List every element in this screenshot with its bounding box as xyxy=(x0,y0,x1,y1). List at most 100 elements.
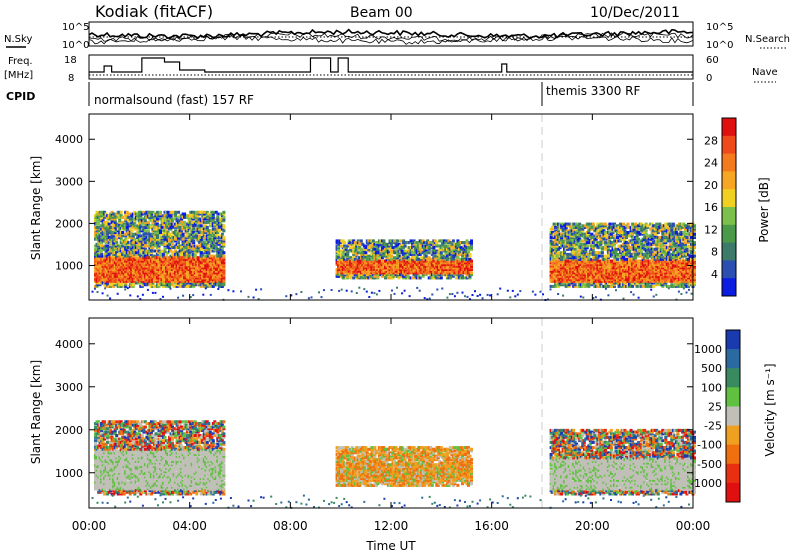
echo-cell xyxy=(187,254,191,258)
echo-cell xyxy=(154,215,158,219)
echo-cell xyxy=(210,244,214,248)
echo-cell xyxy=(140,219,144,223)
echo-cell xyxy=(207,252,211,256)
echo-cell xyxy=(453,266,457,270)
echo-cell xyxy=(103,276,107,280)
echo-cell xyxy=(459,271,463,275)
echo-cell xyxy=(456,239,460,243)
echo-cell xyxy=(166,244,170,248)
echo-cell xyxy=(171,283,174,287)
echo-cell xyxy=(171,224,174,228)
echo-cell xyxy=(157,246,161,250)
echo-cell xyxy=(352,268,356,271)
echo-cell xyxy=(148,276,152,280)
echo-cell xyxy=(143,244,147,248)
echo-cell xyxy=(465,239,469,243)
echo-cell xyxy=(414,264,418,268)
echo-cell xyxy=(101,244,105,248)
echo-cell xyxy=(190,225,194,229)
echo-cell xyxy=(211,219,215,223)
echo-cell xyxy=(121,215,125,219)
echo-cell xyxy=(377,261,381,265)
echo-cell xyxy=(112,222,116,226)
echo-cell xyxy=(171,264,174,268)
echo-cell xyxy=(341,256,345,260)
echo-cell xyxy=(421,274,425,278)
echo-cell xyxy=(358,246,362,250)
echo-cell xyxy=(106,251,110,255)
echo-cell xyxy=(178,232,182,236)
echo-cell xyxy=(361,242,365,246)
echo-cell xyxy=(162,257,165,261)
echo-cell xyxy=(190,229,194,233)
echo-cell xyxy=(198,249,202,253)
echo-cell xyxy=(146,251,150,255)
echo-cell xyxy=(189,257,193,261)
echo-cell xyxy=(388,256,392,260)
echo-cell xyxy=(364,246,368,250)
echo-cell xyxy=(347,269,351,273)
echo-cell xyxy=(163,244,167,248)
echo-cell xyxy=(213,237,217,241)
beam-title: Beam 00 xyxy=(350,5,413,21)
echo-cell xyxy=(367,247,371,251)
echo-cell xyxy=(470,264,473,268)
echo-cell xyxy=(134,256,138,260)
echo-cell xyxy=(205,246,209,250)
echo-cell xyxy=(183,264,187,268)
echo-cell xyxy=(154,231,158,234)
echo-cell xyxy=(211,227,215,231)
echo-cell xyxy=(368,274,372,278)
echo-cell xyxy=(183,220,187,224)
echo-cell xyxy=(424,249,428,253)
echo-cell xyxy=(387,251,390,255)
echo-cell xyxy=(162,276,165,280)
echo-cell xyxy=(121,234,125,238)
echo-cell xyxy=(171,261,174,265)
echo-cell xyxy=(183,212,187,216)
echo-cell xyxy=(367,261,371,265)
echo-cell xyxy=(216,220,220,224)
echo-cell xyxy=(140,271,144,275)
echo-cell xyxy=(222,263,226,266)
echo-cell xyxy=(205,284,209,288)
echo-cell xyxy=(124,224,128,228)
echo-cell xyxy=(186,249,190,253)
echo-cell xyxy=(424,256,428,260)
echo-cell xyxy=(186,274,190,278)
echo-cell xyxy=(180,246,184,250)
echo-cell xyxy=(204,229,208,233)
echo-cell xyxy=(184,224,188,228)
echo-cell xyxy=(109,232,113,236)
echo-cell xyxy=(426,269,430,273)
echo-cell xyxy=(359,239,363,243)
echo-cell xyxy=(376,274,380,278)
echo-cell xyxy=(448,252,452,256)
echo-cell xyxy=(148,271,152,275)
echo-cell xyxy=(136,236,140,239)
echo-cell xyxy=(106,264,110,268)
echo-cell xyxy=(216,263,220,266)
echo-cell xyxy=(412,269,416,273)
echo-cell xyxy=(222,224,226,228)
echo-cell xyxy=(101,281,105,285)
echo-cell xyxy=(346,257,350,261)
echo-cell xyxy=(118,227,122,231)
echo-cell xyxy=(116,254,120,258)
echo-cell xyxy=(337,266,341,270)
echo-cell xyxy=(353,257,357,261)
echo-cell xyxy=(143,212,147,216)
echo-cell xyxy=(134,271,138,275)
echo-cell xyxy=(155,263,159,266)
echo-cell xyxy=(397,261,401,265)
echo-cell xyxy=(151,215,155,219)
echo-cell xyxy=(429,271,433,275)
echo-cell xyxy=(387,246,390,250)
echo-cell xyxy=(210,274,214,278)
echo-cell xyxy=(165,284,168,288)
echo-cell xyxy=(367,241,371,245)
echo-cell xyxy=(192,284,196,288)
echo-cell xyxy=(125,276,129,280)
echo-cell xyxy=(382,273,386,277)
echo-cell xyxy=(554,234,558,238)
